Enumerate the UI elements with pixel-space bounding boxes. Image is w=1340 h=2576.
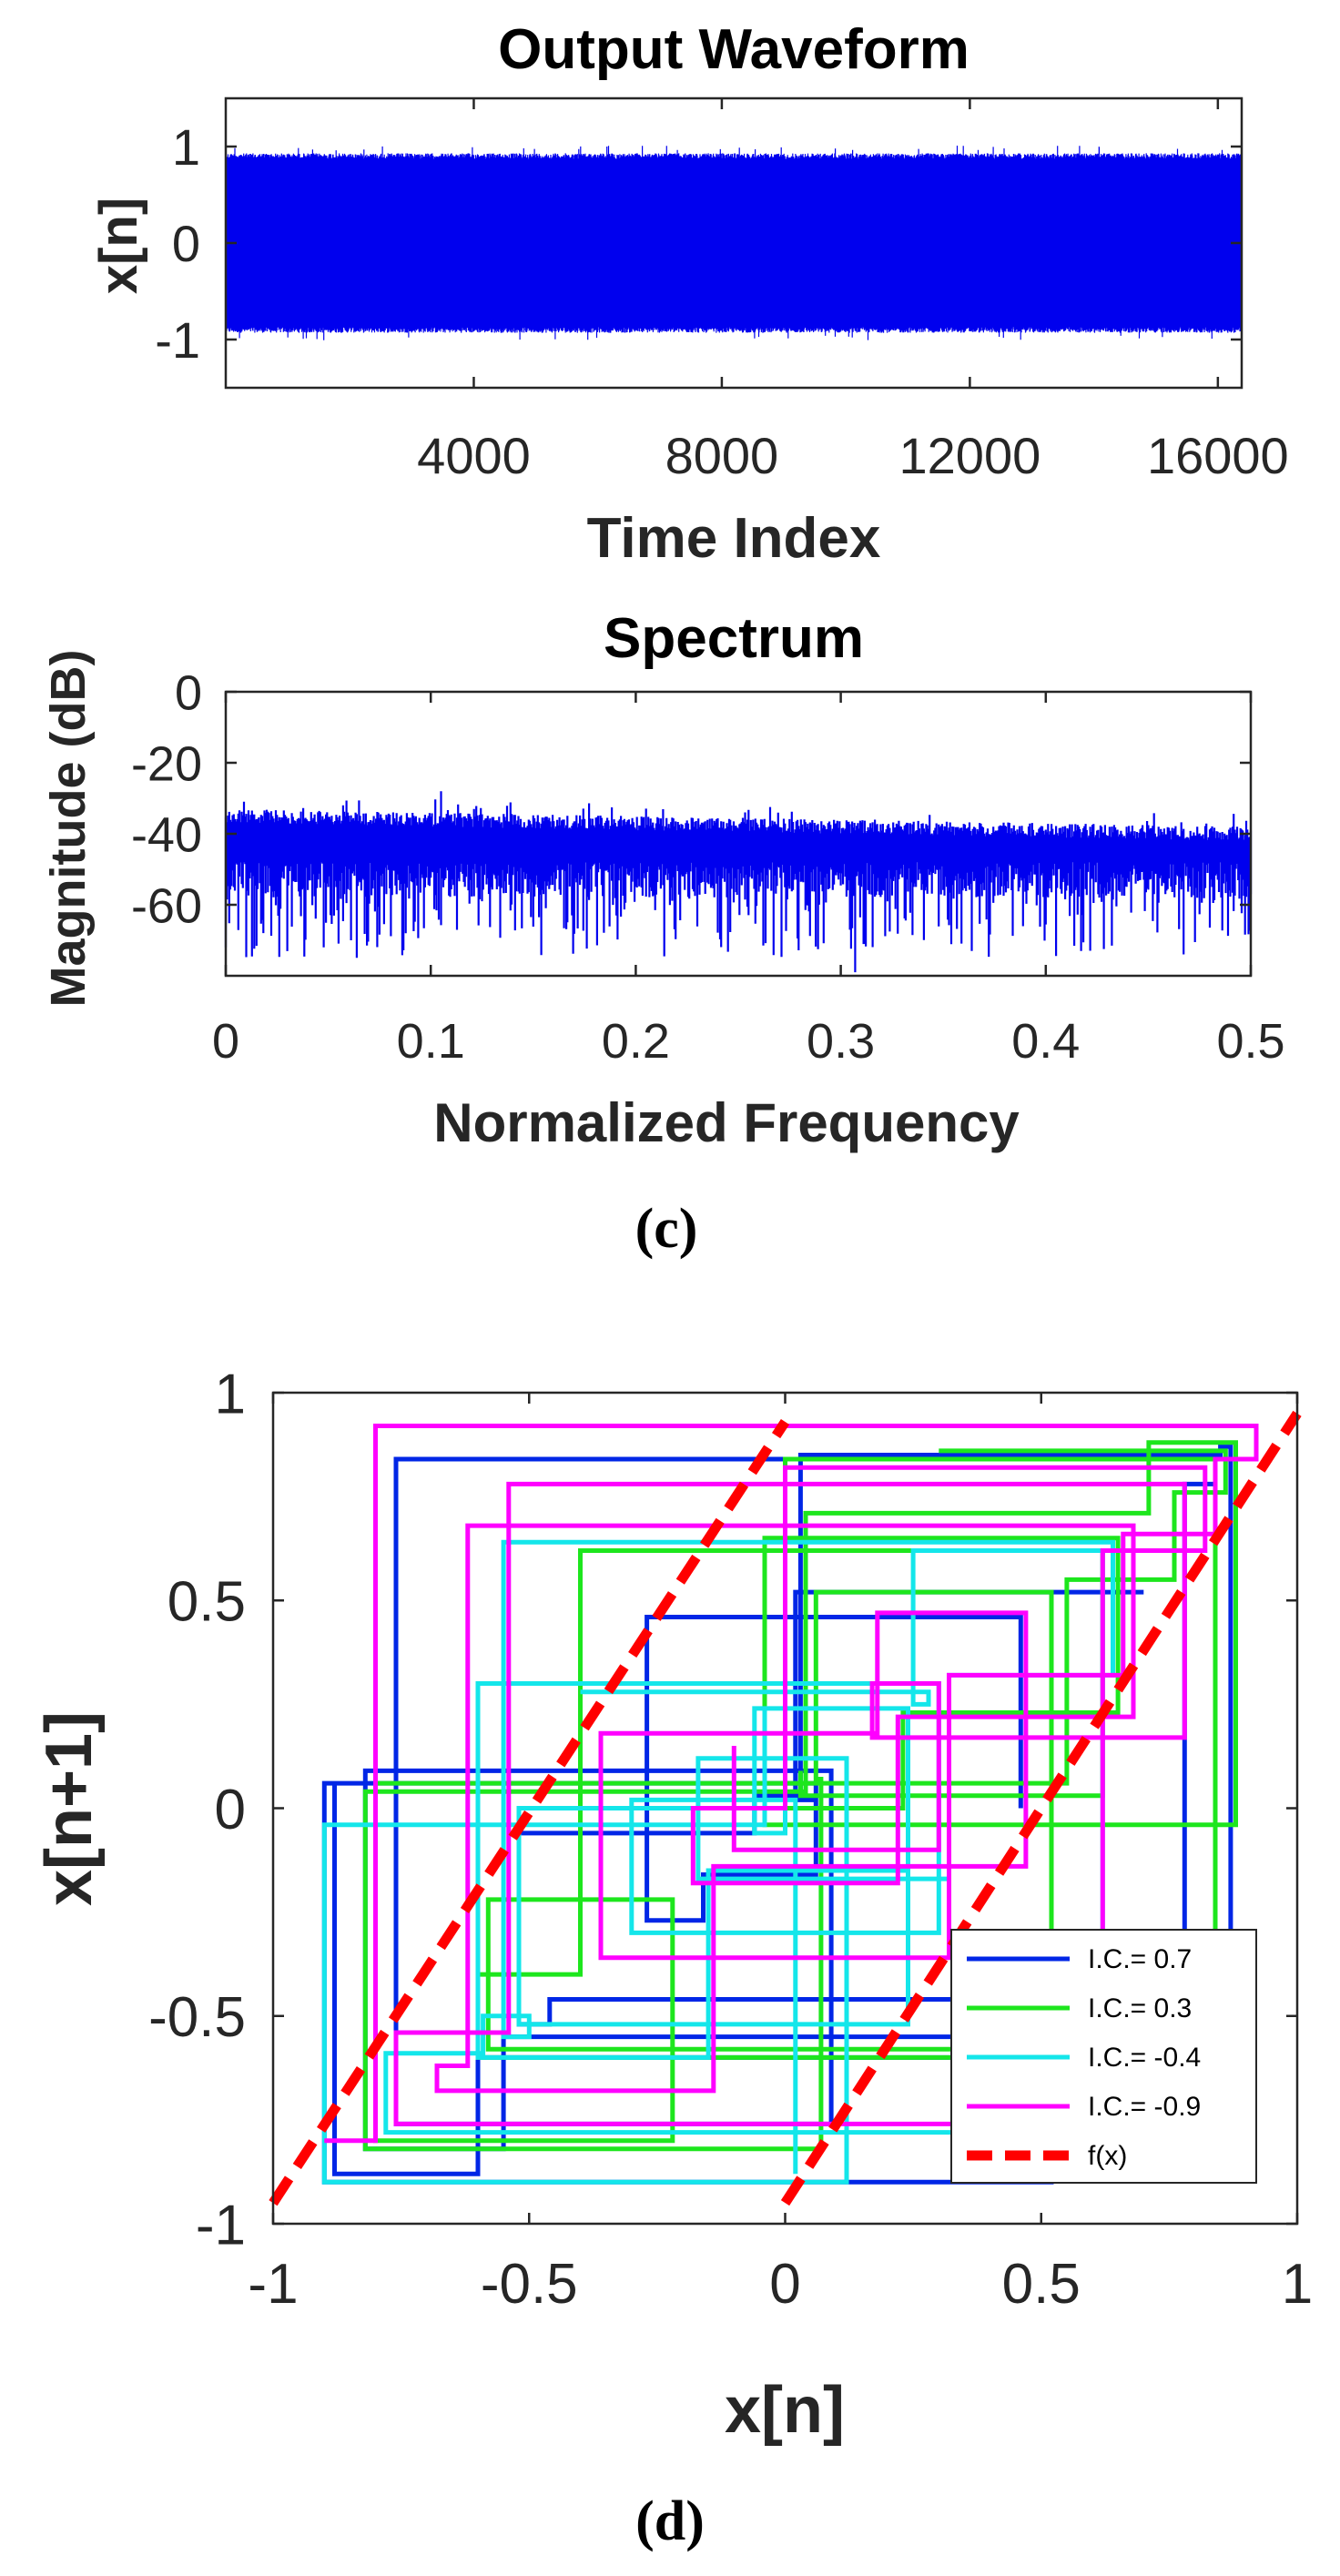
series-ic-m0-4	[321, 1539, 1115, 2185]
x-tick-label: 0.1	[397, 1014, 465, 1069]
return-map-panel: x[n+1] x[n] -1 -0.5 0 0.5 1 1 0.5 0 -0.5 -1 I.C.=…	[33, 1363, 1313, 2447]
spectrum-xlabel: Normalized Frequency	[433, 1092, 1020, 1153]
return-map-xlabel: x[n]	[725, 2374, 845, 2447]
x-tick-label: 0	[212, 1014, 239, 1069]
y-tick-label: 0	[215, 1779, 246, 1841]
series-fx-segment	[269, 1418, 790, 2206]
spectrum-ticks: 0 0.1 0.2 0.3 0.4 0.5 0 -20 -40 -60	[131, 665, 1285, 1069]
x-tick-label: 4000	[417, 427, 531, 484]
legend-item: f(x)	[967, 2141, 1127, 2171]
spectrum-title: Spectrum	[604, 607, 864, 670]
legend-label: I.C.= -0.4	[1088, 2043, 1201, 2073]
y-tick-label: -40	[131, 807, 202, 862]
x-tick-label: -1	[248, 2253, 298, 2316]
legend-label: I.C.= 0.3	[1088, 1993, 1192, 2023]
y-tick-label: -1	[196, 2194, 246, 2257]
y-tick-label: -1	[155, 311, 200, 369]
waveform-ticks: 4000 8000 12000 16000 1 0 -1	[155, 98, 1289, 484]
waveform-title: Output Waveform	[498, 18, 969, 81]
return-map-ticks: -1 -0.5 0 0.5 1 1 0.5 0 -0.5 -1	[148, 1363, 1313, 2316]
x-tick-label: 0.2	[602, 1014, 670, 1069]
legend-label: I.C.= 0.7	[1088, 1944, 1192, 1974]
caption-d: (d)	[635, 2490, 705, 2552]
return-map-axes-box	[271, 1391, 1299, 2226]
x-tick-label: 16000	[1147, 427, 1289, 484]
y-tick-label: -20	[131, 736, 202, 791]
legend-item: I.C.= -0.9	[967, 2092, 1201, 2122]
caption-c: (c)	[635, 1198, 698, 1260]
legend: I.C.= 0.7 I.C.= 0.3 I.C.= -0.4 I.C.= -0.…	[950, 1929, 1257, 2184]
y-tick-label: 0.5	[168, 1571, 246, 1634]
x-tick-label: -0.5	[481, 2253, 578, 2316]
x-tick-label: 0.5	[1216, 1014, 1284, 1069]
x-tick-label: 0.4	[1011, 1014, 1080, 1069]
return-map-ylabel: x[n+1]	[33, 1711, 106, 1906]
waveform-panel: Output Waveform x[n] Time Index 4000 8000…	[89, 18, 1289, 570]
x-tick-label: 12000	[899, 427, 1041, 484]
legend-item: I.C.= -0.4	[967, 2043, 1201, 2073]
waveform-xlabel: Time Index	[587, 507, 881, 570]
series-fx-segment	[780, 1410, 1302, 2206]
legend-item: I.C.= 0.3	[967, 1993, 1192, 2023]
y-tick-label: -60	[131, 878, 202, 933]
spectrum-axes-box	[224, 690, 1253, 978]
y-tick-label: 0	[172, 215, 200, 272]
x-tick-label: 0	[769, 2253, 800, 2316]
spectrum-ylabel: Magnitude (dB)	[41, 650, 96, 1008]
x-tick-label: 1	[1282, 2253, 1313, 2316]
series-ic-m0-9	[324, 1424, 1259, 2144]
y-tick-label: 1	[215, 1363, 246, 1425]
legend-label: I.C.= -0.9	[1088, 2092, 1201, 2122]
legend-item: I.C.= 0.7	[967, 1944, 1192, 1974]
waveform-ylabel: x[n]	[89, 198, 148, 294]
y-tick-label: -0.5	[148, 1986, 246, 2049]
x-tick-label: 0.3	[807, 1014, 875, 1069]
legend-label: f(x)	[1088, 2141, 1127, 2171]
waveform-axes-box	[224, 96, 1244, 390]
y-tick-label: 0	[175, 665, 202, 720]
waveform-signal	[226, 146, 1242, 340]
y-tick-label: 1	[172, 118, 200, 176]
spectrum-panel: Spectrum Magnitude (dB) Normalized Frequ…	[41, 607, 1285, 1153]
x-tick-label: 8000	[665, 427, 779, 484]
x-tick-label: 0.5	[1002, 2253, 1081, 2316]
